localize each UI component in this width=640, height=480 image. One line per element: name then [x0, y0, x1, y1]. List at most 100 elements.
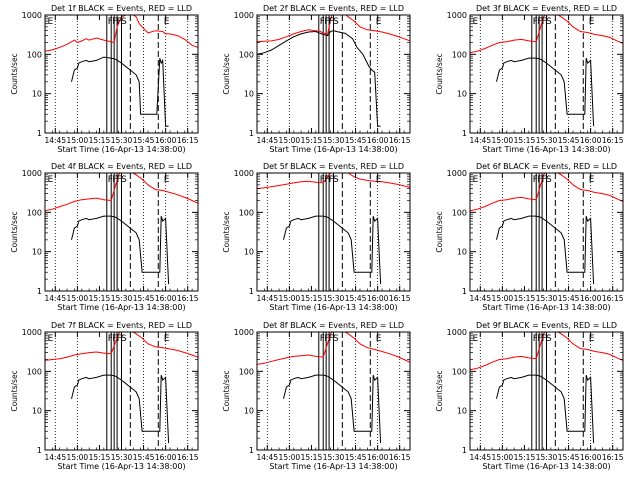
event-rate-line: [283, 374, 382, 444]
x-tick-label: 14:45: [469, 453, 491, 462]
x-tick-label: 15:15: [301, 136, 323, 145]
y-tick-label: 10: [32, 90, 42, 99]
y-tick-label: 10: [457, 90, 467, 99]
plot-area: [45, 15, 198, 133]
flag-label: S: [121, 334, 127, 344]
x-tick-label: 15:15: [301, 453, 323, 462]
chart-panel: Det 2f BLACK = Events, RED = LLD 1 10 100 10…: [222, 4, 411, 154]
y-tick-label: 1000: [447, 328, 467, 337]
flag-label: F: [533, 334, 538, 344]
x-tick-label: 15:00: [492, 294, 514, 303]
chart-title: Det 5f BLACK = Events, RED = LLD: [263, 162, 404, 171]
flag-label: S: [546, 17, 552, 27]
x-tick-label: 16:00: [155, 136, 177, 145]
x-tick-label: 15:45: [345, 294, 367, 303]
x-tick-label: 14:45: [256, 136, 278, 145]
x-tick-label: 15:15: [89, 294, 111, 303]
x-tick-label: 15:30: [111, 453, 133, 462]
y-tick-label: 1: [37, 129, 42, 138]
x-axis-label: Start Time (16-Apr-13 14:38:00): [57, 462, 185, 471]
chart-title: Det 1f BLACK = Events, RED = LLD: [51, 4, 192, 13]
x-tick-label: 15:15: [89, 136, 111, 145]
chart-title: Det 6f BLACK = Events, RED = LLD: [476, 162, 617, 171]
x-axis-label: Start Time (16-Apr-13 14:38:00): [269, 145, 397, 154]
y-axis-label: Counts/sec: [222, 370, 231, 411]
x-tick-label: 15:45: [133, 294, 155, 303]
x-axis-label: Start Time (16-Apr-13 14:38:00): [57, 303, 185, 312]
flag-label: S: [333, 175, 339, 185]
x-tick-label: 16:15: [389, 294, 411, 303]
flag-label: F: [537, 334, 542, 344]
x-tick-label: 14:45: [469, 294, 491, 303]
x-tick-label: 16:15: [177, 136, 199, 145]
flag-label: E: [47, 334, 53, 344]
chart-panel: Det 3f BLACK = Events, RED = LLD 1 10 100 10…: [435, 4, 624, 154]
y-tick-label: 100: [239, 50, 254, 59]
event-rate-line: [496, 215, 595, 285]
y-tick-label: 10: [244, 248, 254, 257]
flag-label: F: [324, 334, 329, 344]
y-tick-label: 1: [462, 287, 467, 296]
event-rate-line: [283, 215, 382, 285]
y-tick-label: 100: [239, 208, 254, 217]
flag-label: F: [112, 334, 117, 344]
event-rate-line: [496, 374, 595, 444]
y-tick-label: 1: [249, 129, 254, 138]
flag-label: E: [589, 175, 595, 185]
y-tick-label: 1: [249, 446, 254, 455]
flag-label: F: [329, 334, 334, 344]
y-tick-label: 1000: [22, 169, 42, 178]
plot-area: [470, 15, 623, 133]
flag-label: E: [47, 175, 53, 185]
flag-label: E: [376, 175, 382, 185]
x-tick-label: 16:00: [580, 294, 602, 303]
x-axis-label: Start Time (16-Apr-13 14:38:00): [269, 303, 397, 312]
x-tick-label: 15:30: [323, 453, 345, 462]
y-axis-label: Counts/sec: [435, 370, 444, 411]
event-rate-line: [71, 374, 170, 444]
y-tick-label: 100: [452, 208, 467, 217]
x-tick-label: 16:00: [155, 294, 177, 303]
x-tick-label: 14:45: [256, 453, 278, 462]
chart-panel: Det 7f BLACK = Events, RED = LLD 1 10 100 10…: [10, 321, 199, 471]
x-tick-label: 14:45: [44, 453, 66, 462]
chart-title: Det 9f BLACK = Events, RED = LLD: [476, 321, 617, 330]
flag-label: E: [472, 17, 478, 27]
y-tick-label: 1: [37, 287, 42, 296]
y-tick-label: 100: [27, 208, 42, 217]
lld-rate-line: [257, 332, 410, 365]
y-tick-label: 10: [457, 248, 467, 257]
event-rate-line: [71, 56, 169, 127]
x-tick-label: 15:00: [67, 294, 89, 303]
flag-label: E: [376, 17, 382, 27]
x-tick-label: 16:00: [367, 294, 389, 303]
event-rate-line: [496, 57, 595, 127]
x-tick-label: 16:00: [367, 136, 389, 145]
plot-area: [470, 173, 623, 291]
x-tick-label: 15:30: [536, 453, 558, 462]
flag-label: F: [324, 175, 329, 185]
flag-label: E: [164, 334, 170, 344]
x-tick-label: 14:45: [44, 136, 66, 145]
y-tick-label: 100: [27, 367, 42, 376]
flag-label: F: [108, 175, 113, 185]
y-tick-label: 100: [452, 50, 467, 59]
flag-label: F: [320, 17, 325, 27]
plot-area: [257, 15, 410, 133]
x-tick-label: 15:45: [345, 453, 367, 462]
y-tick-label: 10: [457, 407, 467, 416]
y-axis-label: Counts/sec: [435, 211, 444, 252]
x-tick-label: 15:45: [558, 453, 580, 462]
flag-label: F: [320, 334, 325, 344]
flag-label: F: [542, 175, 547, 185]
x-tick-label: 16:00: [580, 453, 602, 462]
x-tick-label: 15:00: [279, 136, 301, 145]
x-tick-label: 14:45: [44, 294, 66, 303]
x-tick-label: 15:30: [111, 136, 133, 145]
flag-label: S: [546, 175, 552, 185]
x-tick-label: 15:00: [279, 453, 301, 462]
plot-area: [257, 173, 410, 291]
x-tick-label: 15:15: [89, 453, 111, 462]
plot-area: [470, 332, 623, 450]
flag-label: F: [320, 175, 325, 185]
